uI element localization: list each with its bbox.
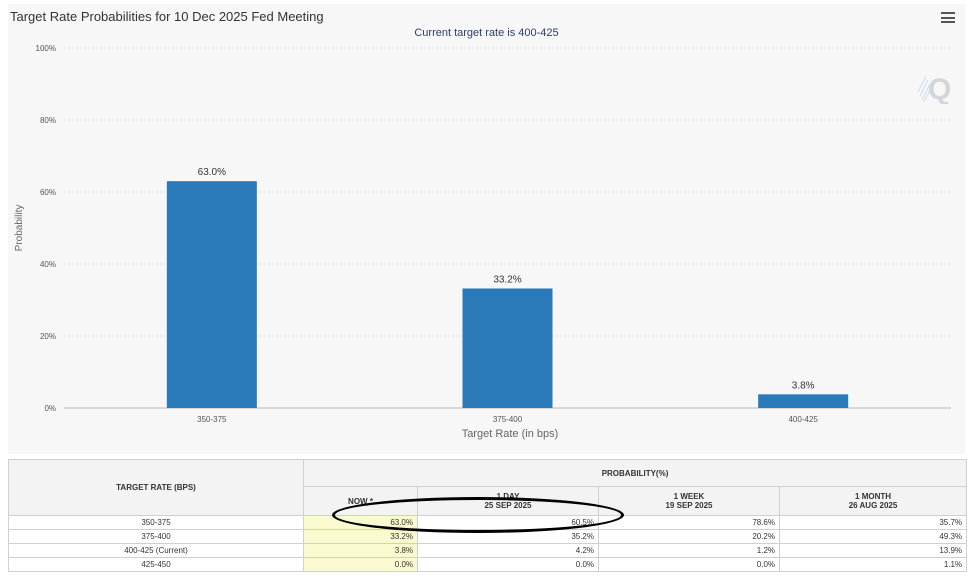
- column-date: 26 AUG 2025: [848, 501, 898, 510]
- column-header: 1 WEEK 19 SEP 2025: [598, 486, 780, 516]
- table-row: 425-450 0.0% 0.0% 0.0% 1.1%: [8, 557, 968, 572]
- probability-cell: 20.2%: [598, 529, 780, 544]
- bar-chart: 0% 20% 40% 60% 80% 100% 63.0% 350-375 33.2% 375-4…: [14, 44, 951, 440]
- watermark-letter: Q: [928, 73, 951, 104]
- column-label: 1 MONTH: [855, 492, 892, 501]
- rate-cell: 375-400: [8, 529, 304, 544]
- probability-cell: 33.2%: [303, 529, 418, 544]
- bar-350-375[interactable]: [166, 181, 257, 408]
- y-tick-label: 80%: [40, 116, 56, 125]
- chart-subtitle: Current target rate is 400-425: [414, 27, 559, 39]
- table-row: 400-425 (Current) 3.8% 4.2% 1.2% 13.9%: [8, 543, 968, 558]
- y-tick-label: 40%: [40, 260, 56, 269]
- x-tick-label: 400-425: [788, 415, 818, 424]
- column-header: 1 MONTH 26 AUG 2025: [778, 486, 968, 516]
- x-tick-label: 350-375: [197, 415, 227, 424]
- bar-375-400[interactable]: [462, 288, 553, 408]
- bar-data-label: 33.2%: [493, 274, 521, 285]
- rate-cell: 350-375: [8, 515, 304, 530]
- bar-data-label: 3.8%: [792, 380, 815, 391]
- probability-cell: 13.9%: [778, 543, 968, 558]
- x-axis-title: Target Rate (in bps): [462, 428, 559, 440]
- q-logo-icon: Q: [917, 73, 951, 104]
- probability-cell: 0.0%: [598, 557, 780, 572]
- highlight-ellipse: [332, 497, 624, 533]
- probability-cell: 0.0%: [303, 557, 418, 572]
- chart-panel: Target Rate Probabilities for 10 Dec 202…: [8, 4, 965, 454]
- rate-column-header: TARGET RATE (BPS): [8, 459, 304, 516]
- rate-cell: 425-450: [8, 557, 304, 572]
- probability-cell: 1.1%: [778, 557, 968, 572]
- x-tick-label: 375-400: [493, 415, 523, 424]
- probability-cell: 4.2%: [417, 543, 599, 558]
- column-label: 1 WEEK: [673, 492, 705, 501]
- y-tick-label: 60%: [40, 188, 56, 197]
- y-tick-label: 20%: [40, 332, 56, 341]
- bar-400-425[interactable]: [758, 394, 849, 408]
- y-tick-label: 0%: [44, 404, 56, 413]
- probability-cell: 35.7%: [778, 515, 968, 530]
- probability-header: PROBABILITY(%): [302, 459, 968, 487]
- y-tick-label: 100%: [36, 44, 56, 53]
- probability-cell: 3.8%: [303, 543, 418, 558]
- probability-cell: 78.6%: [598, 515, 780, 530]
- column-label: NOW *: [348, 496, 373, 506]
- probability-cell: 49.3%: [778, 529, 968, 544]
- probability-cell: 0.0%: [417, 557, 599, 572]
- probability-cell: 1.2%: [598, 543, 780, 558]
- column-date: 19 SEP 2025: [665, 501, 713, 510]
- chart-title: Target Rate Probabilities for 10 Dec 202…: [10, 9, 324, 24]
- table-row: 375-400 33.2% 35.2% 20.2% 49.3%: [8, 529, 968, 544]
- bar-data-label: 63.0%: [198, 167, 226, 178]
- rate-cell: 400-425 (Current): [8, 543, 304, 558]
- hamburger-menu-icon[interactable]: [941, 12, 955, 23]
- y-axis-title: Probability: [14, 205, 25, 252]
